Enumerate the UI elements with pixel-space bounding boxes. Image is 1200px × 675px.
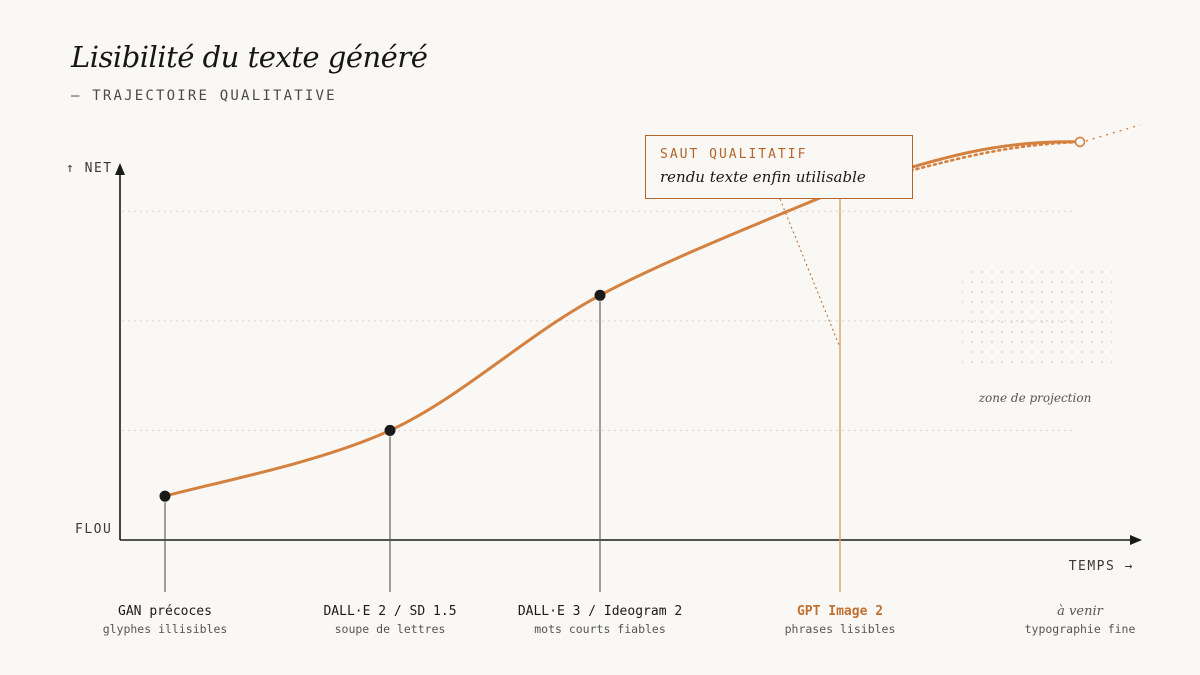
point-caption-1: glyphes illisibles <box>103 622 228 636</box>
point-caption-4: phrases lisibles <box>785 622 896 636</box>
projection-zone <box>962 268 1112 368</box>
point-label-3: DALL·E 3 / Ideogram 2 <box>518 604 682 619</box>
y-axis-bottom-label: FLOU <box>75 522 112 537</box>
point-caption-2: soupe de lettres <box>335 622 446 636</box>
droplines <box>164 195 841 592</box>
callout-title: SAUT QUALITATIF <box>660 147 808 162</box>
chart-title: Lisibilité du texte généré <box>71 40 428 74</box>
projection-extension <box>1085 124 1141 142</box>
gridlines <box>122 210 1075 431</box>
chart-subtitle: — TRAJECTOIRE QUALITATIVE <box>71 88 337 104</box>
x-axis-label: TEMPS → <box>1069 559 1134 574</box>
projection-curve <box>850 140 1082 185</box>
x-axis-arrow <box>1130 535 1142 545</box>
callout-text: rendu texte enfin utilisable <box>660 168 866 186</box>
point-caption-3: mots courts fiables <box>534 622 666 636</box>
y-axis-arrow <box>115 163 125 175</box>
marker-2 <box>384 424 396 436</box>
data-markers <box>159 136 1086 502</box>
point-caption-5: typographie fine <box>1025 622 1136 636</box>
point-label-2: DALL·E 2 / SD 1.5 <box>323 604 456 619</box>
marker-3 <box>594 289 606 301</box>
point-label-1: GAN précoces <box>118 604 212 619</box>
point-labels: GAN précoces glyphes illisibles DALL·E 2 /… <box>103 604 1136 636</box>
trend-curve <box>163 140 1082 498</box>
y-axis-top-label: ↑ NET <box>66 161 113 176</box>
point-label-5: à venir <box>1057 604 1103 619</box>
callout-box: SAUT QUALITATIF rendu texte enfin utilis… <box>645 135 913 199</box>
marker-projected <box>1074 136 1086 148</box>
marker-1 <box>159 490 171 502</box>
projection-zone-label: zone de projection <box>978 391 1092 405</box>
point-label-4: GPT Image 2 <box>797 604 883 619</box>
callout-leader <box>779 198 840 346</box>
